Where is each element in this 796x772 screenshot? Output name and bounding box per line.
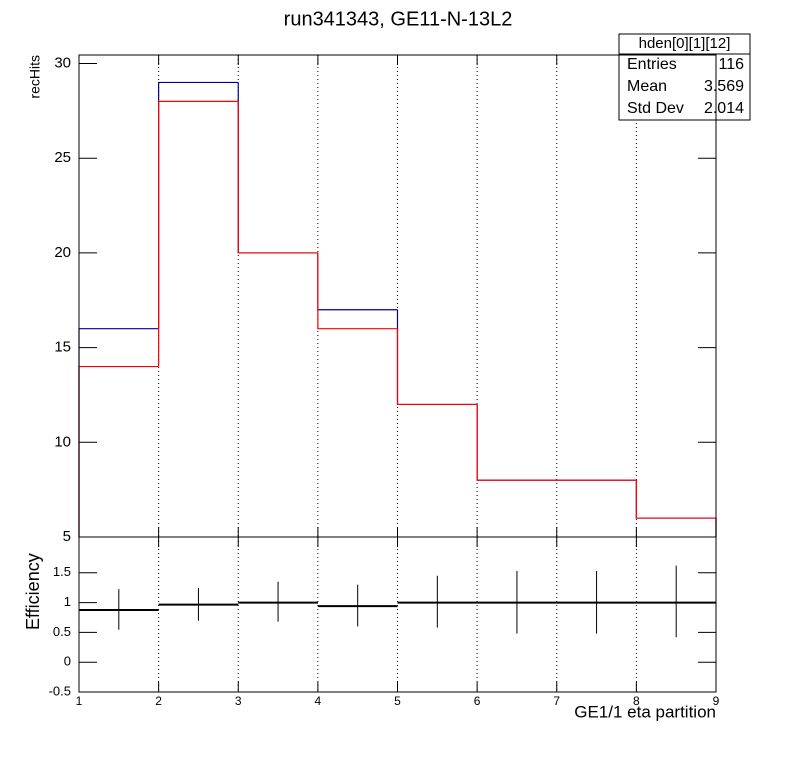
histogram-bin bbox=[317, 252, 398, 311]
histogram-bin bbox=[396, 309, 478, 406]
y-tick-label: 30 bbox=[54, 54, 71, 71]
x-tick-label: 4 bbox=[315, 694, 322, 708]
histogram-bin bbox=[476, 404, 557, 481]
histogram-bin bbox=[237, 82, 318, 254]
stats-label: Mean bbox=[627, 78, 667, 95]
stats-title: hden[0][1][12] bbox=[639, 35, 731, 52]
y-tick-label: 5 bbox=[63, 528, 71, 545]
x-tick-label: 9 bbox=[713, 694, 720, 708]
y-tick-label: 15 bbox=[54, 339, 71, 356]
y-tick-label: 1.5 bbox=[53, 564, 71, 579]
x-tick-label: 6 bbox=[474, 694, 481, 708]
chart-title: run341343, GE11-N-13L2 bbox=[284, 8, 513, 30]
y-tick-label: 10 bbox=[54, 433, 71, 450]
histogram-bin bbox=[396, 328, 478, 406]
y-tick-label: 20 bbox=[54, 244, 71, 261]
stats-label: Std Dev bbox=[627, 100, 684, 117]
x-tick-label: 3 bbox=[235, 694, 242, 708]
x-axis-label: GE1/1 eta partition bbox=[574, 702, 716, 721]
x-tick-label: 7 bbox=[553, 694, 560, 708]
stats-value: 3.569 bbox=[704, 78, 744, 95]
histogram-bin bbox=[237, 101, 318, 254]
histogram-bin bbox=[78, 328, 159, 537]
x-tick-label: 8 bbox=[633, 694, 640, 708]
histogram-bin bbox=[158, 100, 239, 367]
stats-value: 2.014 bbox=[704, 100, 744, 117]
histogram-bin bbox=[476, 404, 557, 481]
plot-frame bbox=[78, 536, 717, 693]
y-axis-label: Efficiency bbox=[23, 553, 43, 630]
x-tick-label: 2 bbox=[155, 694, 162, 708]
histogram-bin bbox=[635, 480, 717, 537]
histogram-bin bbox=[78, 365, 159, 537]
y-tick-label: -0.5 bbox=[49, 683, 71, 698]
x-tick-label: 5 bbox=[394, 694, 401, 708]
histogram-bin bbox=[158, 81, 239, 329]
histogram-bin bbox=[635, 480, 717, 537]
y-tick-label: 0 bbox=[64, 654, 71, 669]
stats-box bbox=[618, 33, 751, 121]
x-tick-label: 1 bbox=[76, 694, 83, 708]
stats-value: 116 bbox=[718, 56, 744, 73]
histogram-bin bbox=[317, 252, 398, 330]
y-axis-label: recHits bbox=[27, 55, 43, 99]
stats-label: Entries bbox=[627, 56, 677, 73]
y-tick-label: 0.5 bbox=[53, 624, 71, 639]
y-tick-label: 25 bbox=[54, 149, 71, 166]
y-tick-label: 1 bbox=[64, 594, 71, 609]
